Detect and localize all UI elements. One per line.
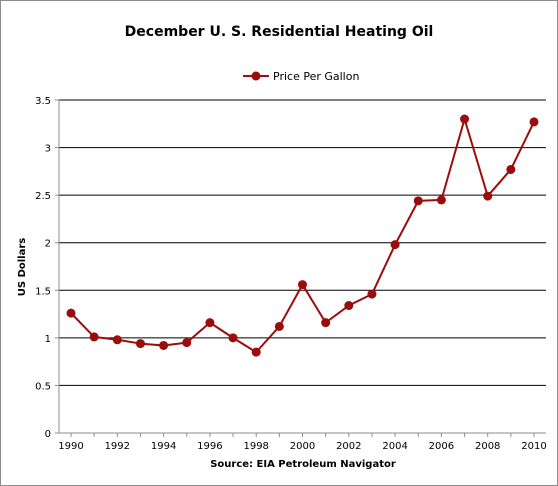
- y-tick-label: 3: [45, 144, 51, 155]
- data-point-1992: [112, 335, 122, 345]
- x-tick-labels: 1990 1992 1994 1996 1998 2000 2002 2004 2006 2008…: [58, 441, 546, 452]
- y-axis-title: US Dollars: [17, 238, 28, 297]
- data-point-2004: [390, 240, 400, 250]
- data-point-1990: [66, 308, 76, 318]
- x-tick-label: 1990: [58, 441, 83, 452]
- x-tick-label: 1994: [151, 441, 176, 452]
- data-point-1994: [159, 340, 169, 350]
- y-tick-label: 0.5: [35, 381, 51, 392]
- data-point-1999: [274, 321, 284, 331]
- x-tick-label: 2002: [336, 441, 361, 452]
- data-point-2001: [321, 318, 331, 328]
- x-tick-label: 1998: [243, 441, 268, 452]
- data-point-2006: [436, 195, 446, 205]
- x-tick-label: 2004: [382, 441, 407, 452]
- data-point-2002: [344, 301, 354, 311]
- y-tick-label: 2.5: [35, 191, 51, 202]
- data-point-1991: [89, 332, 99, 342]
- legend: Price Per Gallon: [243, 70, 359, 83]
- x-tick-label: 2010: [521, 441, 546, 452]
- legend-marker: [251, 71, 261, 81]
- x-tick-label: 1996: [197, 441, 222, 452]
- legend-label-price-per-gallon: Price Per Gallon: [273, 70, 359, 83]
- x-tick-label: 2008: [475, 441, 500, 452]
- gridlines: [59, 99, 546, 386]
- axes: [55, 99, 546, 437]
- x-tick-label: 2000: [290, 441, 315, 452]
- series-price-per-gallon: [66, 114, 539, 357]
- y-tick-labels: 0 0.5 1 1.5 2 2.5 3 3.5: [35, 96, 51, 440]
- data-point-2007: [460, 114, 470, 124]
- series-line: [70, 118, 535, 354]
- data-point-2009: [506, 164, 516, 174]
- x-axis-title: Source: EIA Petroleum Navigator: [210, 459, 396, 470]
- chart-title: December U. S. Residential Heating Oil: [125, 24, 434, 40]
- data-point-1993: [135, 339, 145, 349]
- data-point-2010: [529, 117, 539, 127]
- data-point-1997: [228, 333, 238, 343]
- y-tick-label: 1.5: [35, 286, 51, 297]
- y-tick-label: 3.5: [35, 96, 51, 107]
- data-point-2003: [367, 289, 377, 299]
- data-point-2000: [298, 280, 307, 290]
- data-point-1996: [205, 318, 215, 328]
- y-tick-label: 2: [45, 239, 51, 250]
- x-tick-label: 1992: [105, 441, 130, 452]
- y-tick-label: 0: [45, 429, 51, 440]
- data-point-2008: [483, 191, 493, 201]
- data-point-2005: [413, 196, 423, 206]
- data-point-1998: [251, 347, 261, 357]
- data-point-1995: [182, 338, 192, 348]
- x-tick-label: 2006: [429, 441, 454, 452]
- y-tick-label: 1: [45, 334, 51, 345]
